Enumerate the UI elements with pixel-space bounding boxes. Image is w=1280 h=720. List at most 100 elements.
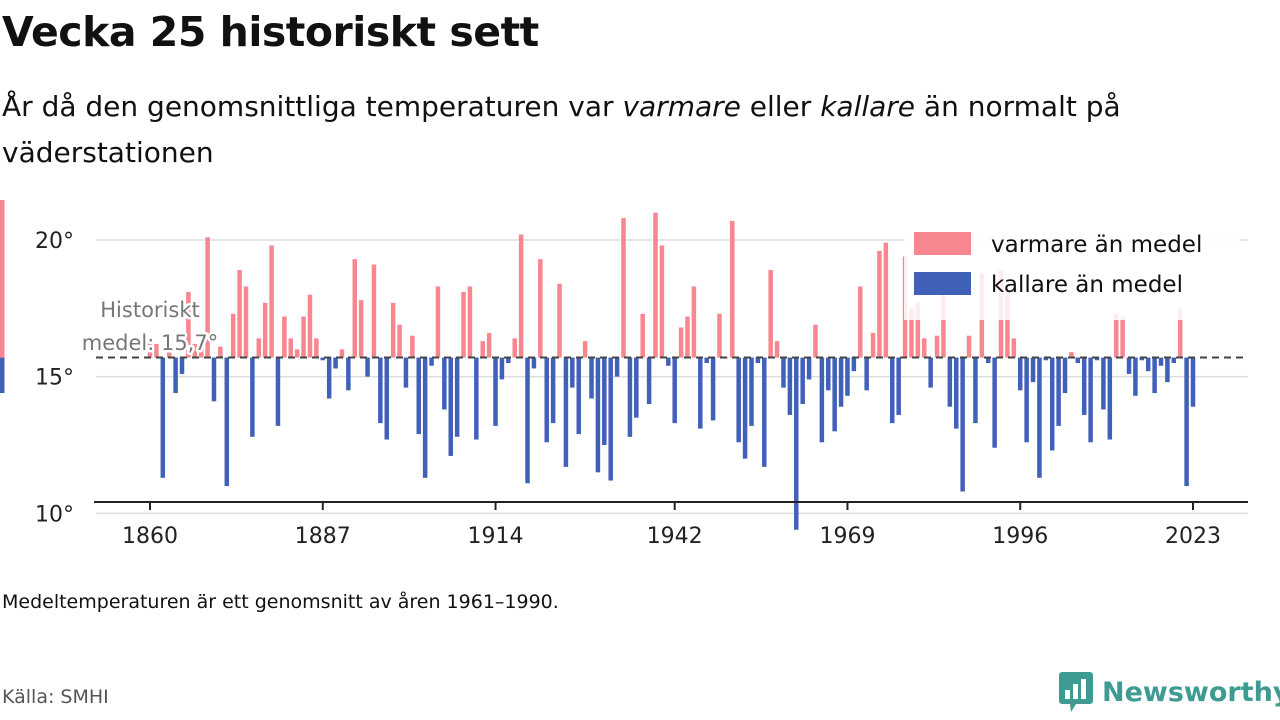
bar-2013 bbox=[1126, 357, 1132, 374]
bar-1955 bbox=[755, 357, 761, 363]
bar-1997 bbox=[1024, 357, 1029, 443]
bar-1897 bbox=[384, 357, 390, 440]
bar-1889 bbox=[333, 357, 338, 369]
bar-1895 bbox=[371, 264, 377, 358]
bar-1881 bbox=[282, 316, 287, 358]
x-tick-label: 1996 bbox=[992, 524, 1048, 549]
bar-1908 bbox=[454, 357, 460, 437]
bar-1877 bbox=[256, 338, 262, 358]
footnote: Medeltemperaturen är ett genomsnitt av å… bbox=[2, 591, 559, 613]
bar-1888 bbox=[326, 357, 332, 399]
bar-1971 bbox=[858, 286, 863, 358]
bar-1994 bbox=[1005, 291, 1010, 358]
bar-2008 bbox=[1094, 357, 1100, 361]
bar-1938 bbox=[646, 357, 652, 404]
y-tick-label: 20° bbox=[35, 229, 74, 254]
bar-1917 bbox=[512, 338, 517, 358]
source-note: Källa: SMHI bbox=[2, 686, 109, 708]
bar-1963 bbox=[806, 357, 812, 380]
bar-2017 bbox=[1152, 357, 1157, 394]
bar-2003 bbox=[1062, 357, 1068, 394]
bar-2022 bbox=[1184, 357, 1189, 486]
bar-1920 bbox=[531, 357, 537, 369]
bar-1896 bbox=[378, 357, 383, 424]
chart-title: Vecka 25 historiskt sett bbox=[2, 8, 539, 56]
bar-1943 bbox=[678, 327, 684, 358]
bar-1890 bbox=[339, 349, 345, 358]
bar-1919 bbox=[525, 357, 530, 484]
temperature-bar-chart: 10°15°20° Historiskt medel: 15,7° 1860 18… bbox=[0, 200, 1248, 549]
bar-1934 bbox=[621, 218, 626, 358]
bar-2005 bbox=[1075, 357, 1081, 363]
bar-1883 bbox=[294, 349, 300, 358]
bar-1918 bbox=[518, 234, 524, 358]
bar-1960 bbox=[787, 357, 793, 415]
bar-undefined bbox=[0, 272, 5, 358]
bar-1961 bbox=[794, 357, 799, 530]
bar-1873 bbox=[230, 313, 236, 358]
bar-1959 bbox=[781, 357, 786, 388]
bar-1904 bbox=[429, 357, 434, 366]
bar-1898 bbox=[390, 302, 396, 358]
bar-1935 bbox=[627, 357, 633, 437]
bar-1981 bbox=[922, 338, 927, 358]
legend: varmare än medel kallare än medel bbox=[904, 224, 1240, 320]
subtitle-cold-word: kallare bbox=[820, 90, 916, 123]
legend-label: varmare än medel bbox=[991, 232, 1202, 258]
bar-1991 bbox=[985, 357, 991, 363]
bar-1926 bbox=[570, 357, 575, 388]
bar-2006 bbox=[1081, 357, 1087, 415]
brand: Newsworthy bbox=[1058, 670, 1280, 714]
bar-2010 bbox=[1107, 357, 1113, 440]
bar-2007 bbox=[1088, 357, 1093, 443]
bar-1969 bbox=[845, 357, 850, 396]
bar-2020 bbox=[1171, 357, 1177, 363]
bar-1941 bbox=[666, 357, 671, 366]
bar-1952 bbox=[736, 357, 741, 443]
bar-1891 bbox=[346, 357, 351, 391]
bar-1863 bbox=[166, 343, 172, 358]
bar-1947 bbox=[704, 357, 709, 363]
bar-1945 bbox=[691, 286, 697, 358]
bar-1967 bbox=[832, 357, 837, 432]
bar-1953 bbox=[742, 357, 748, 459]
legend-swatch bbox=[914, 272, 971, 295]
bar-1911 bbox=[474, 357, 479, 440]
chart-subtitle: År då den genomsnittliga temperaturen va… bbox=[2, 84, 1222, 176]
brand-name: Newsworthy bbox=[1102, 676, 1280, 708]
bar-2009 bbox=[1101, 357, 1106, 410]
subtitle-part: År då den genomsnittliga temperaturen va… bbox=[2, 90, 623, 123]
bar-1870 bbox=[211, 357, 217, 402]
bar-1893 bbox=[358, 300, 364, 358]
bar-1933 bbox=[614, 357, 620, 377]
bar-undefined bbox=[0, 357, 5, 391]
bar-1909 bbox=[461, 291, 466, 358]
bar-2016 bbox=[1145, 357, 1151, 372]
bar-1962 bbox=[800, 357, 805, 404]
bar-1968 bbox=[838, 357, 844, 407]
bar-1914 bbox=[493, 357, 498, 426]
bar-1886 bbox=[314, 338, 319, 358]
bar-1922 bbox=[544, 357, 549, 443]
bar-1916 bbox=[506, 357, 511, 363]
bar-1901 bbox=[410, 335, 415, 358]
baseline-label-line2: medel: 15,7° bbox=[82, 331, 218, 355]
y-tick-label: 15° bbox=[35, 366, 74, 391]
bar-1996 bbox=[1017, 357, 1023, 391]
bar-1864 bbox=[173, 357, 178, 394]
bar-1865 bbox=[179, 357, 185, 374]
bar-2011 bbox=[1113, 313, 1119, 358]
y-axis-ticks: 10° 15° 20° bbox=[35, 229, 74, 527]
bar-1868 bbox=[198, 346, 204, 358]
bar-1892 bbox=[352, 259, 358, 358]
bar-1912 bbox=[480, 341, 485, 358]
bar-1930 bbox=[595, 357, 601, 473]
bar-1999 bbox=[1037, 357, 1042, 478]
bar-2000 bbox=[1043, 357, 1049, 361]
bar-1923 bbox=[550, 357, 556, 424]
bar-1980 bbox=[915, 302, 921, 358]
bar-1958 bbox=[774, 341, 780, 358]
bar-1903 bbox=[422, 357, 428, 478]
bar-2018 bbox=[1158, 357, 1164, 366]
bar-1876 bbox=[250, 357, 255, 437]
